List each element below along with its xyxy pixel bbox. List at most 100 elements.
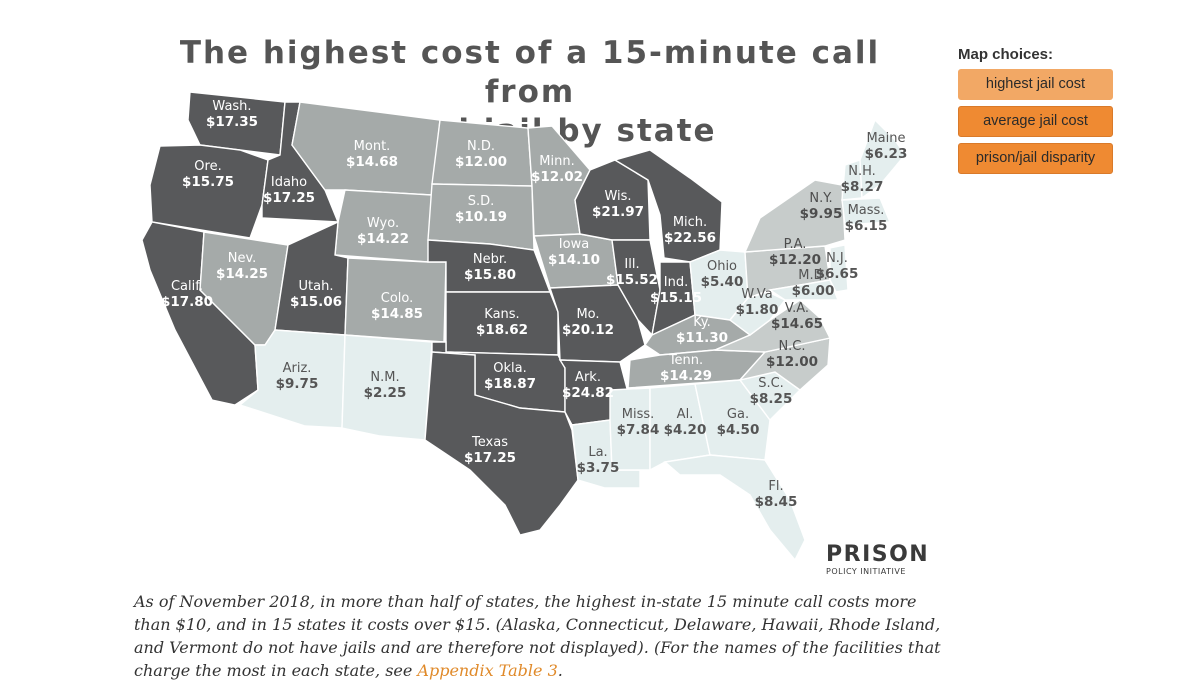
state-value-nm: $2.25 xyxy=(364,385,407,401)
state-value-ma: $6.15 xyxy=(845,218,888,234)
prison-jail-disparity-button[interactable]: prison/jail disparity xyxy=(958,143,1113,174)
state-value-or: $15.75 xyxy=(182,174,234,190)
state-name-ky: Ky. xyxy=(693,315,711,330)
state-value-az: $9.75 xyxy=(276,376,319,392)
map-choices-panel: Map choices: highest jail cost average j… xyxy=(958,46,1118,180)
state-value-sc: $8.25 xyxy=(750,391,793,407)
state-name-pa: P.A. xyxy=(784,237,807,252)
state-name-tx: Texas xyxy=(471,435,508,450)
state-value-nh: $8.27 xyxy=(841,179,884,195)
caption-text: As of November 2018, in more than half o… xyxy=(134,592,941,680)
state-name-nd: N.D. xyxy=(467,139,495,154)
state-value-oh: $5.40 xyxy=(701,274,744,290)
caption-end: . xyxy=(557,661,563,680)
state-name-ma: Mass. xyxy=(848,203,885,218)
state-value-ky: $11.30 xyxy=(676,330,728,346)
state-value-la: $3.75 xyxy=(577,460,620,476)
state-name-al: Al. xyxy=(677,407,694,422)
state-value-ks: $18.62 xyxy=(476,322,528,338)
state-value-md: $6.00 xyxy=(792,283,835,299)
state-name-me: Maine xyxy=(866,131,905,146)
state-value-wi: $21.97 xyxy=(592,204,644,220)
state-shape-nj[interactable] xyxy=(829,244,849,293)
state-shape-md[interactable] xyxy=(768,279,840,301)
state-name-co: Colo. xyxy=(381,291,414,306)
state-name-mn: Minn. xyxy=(539,154,574,169)
state-name-wy: Wyo. xyxy=(367,216,399,231)
state-name-il: Ill. xyxy=(624,257,639,272)
state-value-nj: $6.65 xyxy=(816,266,859,282)
state-shape-tx[interactable] xyxy=(424,351,579,536)
state-name-ia: Iowa xyxy=(559,237,589,252)
state-name-fl: Fl. xyxy=(768,479,783,494)
state-name-mo: Mo. xyxy=(576,307,599,322)
state-value-wy: $14.22 xyxy=(357,231,409,247)
map-choices-heading: Map choices: xyxy=(958,46,1054,63)
state-shape-nm[interactable] xyxy=(341,334,433,441)
state-name-or: Ore. xyxy=(194,159,221,174)
state-value-mn: $12.02 xyxy=(531,169,583,185)
state-name-nm: N.M. xyxy=(370,370,399,385)
state-shape-wy[interactable] xyxy=(334,189,433,263)
state-name-mt: Mont. xyxy=(354,139,391,154)
state-value-tn: $14.29 xyxy=(660,368,712,384)
state-shape-co[interactable] xyxy=(344,257,447,343)
average-jail-cost-button[interactable]: average jail cost xyxy=(958,106,1113,137)
state-name-wi: Wis. xyxy=(604,189,631,204)
state-shape-va[interactable] xyxy=(714,299,832,353)
state-value-mt: $14.68 xyxy=(346,154,398,170)
state-name-oh: Ohio xyxy=(707,259,737,274)
state-value-ne: $15.80 xyxy=(464,267,516,283)
state-name-nj: N.J. xyxy=(826,251,848,266)
state-shape-ga[interactable] xyxy=(694,379,771,461)
state-value-ny: $9.95 xyxy=(800,206,843,222)
state-name-wa: Wash. xyxy=(212,99,251,114)
state-shape-ny[interactable] xyxy=(743,179,846,253)
state-name-md: M.D. xyxy=(798,268,828,283)
state-shape-az[interactable] xyxy=(238,329,346,429)
state-value-in: $15.15 xyxy=(650,290,702,306)
state-value-nv: $14.25 xyxy=(216,266,268,282)
state-value-mi: $22.56 xyxy=(664,230,716,246)
state-name-ok: Okla. xyxy=(493,361,526,376)
state-shape-fl[interactable] xyxy=(663,454,806,562)
state-name-wv: W.Va xyxy=(741,287,772,302)
state-shape-ma[interactable] xyxy=(841,197,892,226)
state-name-sd: S.D. xyxy=(468,194,495,209)
state-name-la: La. xyxy=(588,445,607,460)
appendix-table-link[interactable]: Appendix Table 3 xyxy=(417,661,558,680)
state-value-ca: $17.80 xyxy=(161,294,213,310)
state-name-ut: Utah. xyxy=(299,279,334,294)
state-value-ia: $14.10 xyxy=(548,252,600,268)
prison-policy-initiative-logo: PRISON POLICY INITIATIVE xyxy=(826,543,928,577)
state-value-ut: $15.06 xyxy=(290,294,342,310)
state-value-va: $14.65 xyxy=(771,316,823,332)
logo-sub-text: POLICY INITIATIVE xyxy=(826,567,906,576)
state-value-nc: $12.00 xyxy=(766,354,818,370)
state-value-sd: $10.19 xyxy=(455,209,507,225)
map-title-line-1: The highest cost of a 15-minute call fro… xyxy=(179,35,881,110)
state-name-ms: Miss. xyxy=(622,407,655,422)
state-shape-ms[interactable] xyxy=(609,387,651,471)
state-name-ks: Kans. xyxy=(484,307,519,322)
state-shape-wi[interactable] xyxy=(574,159,651,241)
state-name-ar: Ark. xyxy=(575,370,601,385)
state-name-id: Idaho xyxy=(271,175,307,190)
state-value-mo: $20.12 xyxy=(562,322,614,338)
state-name-nv: Nev. xyxy=(228,251,257,266)
state-name-az: Ariz. xyxy=(283,361,312,376)
state-name-sc: S.C. xyxy=(758,376,784,391)
state-name-nh: N.H. xyxy=(848,164,876,179)
state-value-co: $14.85 xyxy=(371,306,423,322)
state-value-il: $15.52 xyxy=(606,272,658,288)
map-caption: As of November 2018, in more than half o… xyxy=(134,590,944,682)
state-value-fl: $8.45 xyxy=(755,494,798,510)
highest-jail-cost-button[interactable]: highest jail cost xyxy=(958,69,1113,100)
state-name-ca: Calif. xyxy=(171,279,203,294)
state-name-tn: Tenn. xyxy=(668,353,703,368)
state-labels: Wash.$17.35Ore.$15.75Calif.$17.80Idaho$1… xyxy=(161,99,907,510)
state-shape-me[interactable] xyxy=(859,118,906,200)
state-value-id: $17.25 xyxy=(263,190,315,206)
state-value-wa: $17.35 xyxy=(206,114,258,130)
state-value-tx: $17.25 xyxy=(464,450,516,466)
